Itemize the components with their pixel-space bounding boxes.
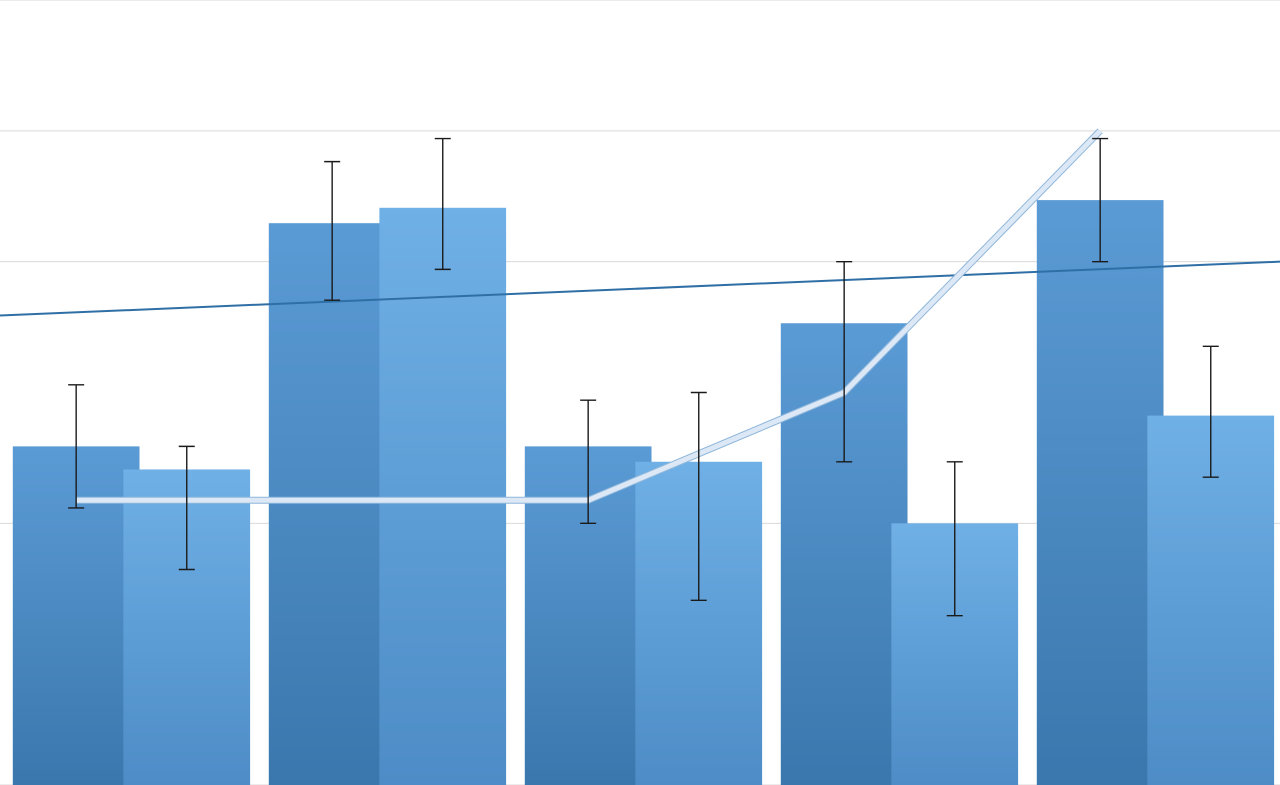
combo-bar-line-chart bbox=[0, 0, 1280, 785]
bar bbox=[1037, 200, 1164, 785]
chart-container bbox=[0, 0, 1280, 785]
bar bbox=[269, 223, 396, 785]
